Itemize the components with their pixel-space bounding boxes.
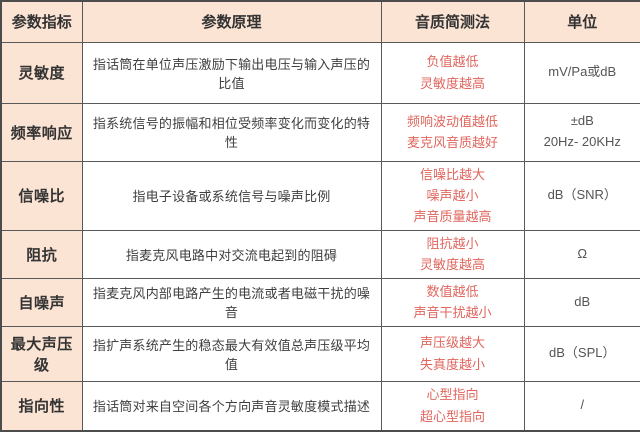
table-row: 自噪声 指麦克风内部电路产生的电流或者电磁干扰的噪音 数值越低 声音干扰越小 d…	[0, 277, 640, 327]
column-header-unit: 单位	[523, 0, 640, 43]
table-row: 信噪比 指电子设备或系统信号与噪声比例 信噪比越大 噪声越小 声音质量越高 dB…	[0, 160, 640, 231]
indicator-cell: 最大声压级	[0, 325, 83, 382]
test-method-cell: 心型指向 超心型指向	[380, 380, 525, 432]
test-method-cell: 阻抗越小 灵敏度越高	[380, 229, 525, 279]
table-row: 灵敏度 指话筒在单位声压激励下输出电压与输入声压的比值 负值越低 灵敏度越高 m…	[0, 41, 640, 104]
unit-cell: /	[523, 380, 640, 432]
principle-cell: 指话筒对来自空间各个方向声音灵敏度模式描述	[81, 380, 382, 432]
principle-cell: 指电子设备或系统信号与噪声比例	[81, 160, 382, 231]
indicator-cell: 指向性	[0, 380, 83, 432]
unit-cell: dB（SPL）	[523, 325, 640, 382]
table-row: 指向性 指话筒对来自空间各个方向声音灵敏度模式描述 心型指向 超心型指向 /	[0, 380, 640, 432]
indicator-cell: 阻抗	[0, 229, 83, 279]
unit-cell: mV/Pa或dB	[523, 41, 640, 104]
indicator-cell: 信噪比	[0, 160, 83, 231]
indicator-cell: 灵敏度	[0, 41, 83, 104]
principle-cell: 指话筒在单位声压激励下输出电压与输入声压的比值	[81, 41, 382, 104]
test-method-cell: 声压级越大 失真度越小	[380, 325, 525, 382]
unit-cell: dB（SNR）	[523, 160, 640, 231]
indicator-cell: 频率响应	[0, 102, 83, 162]
principle-cell: 指麦克风电路中对交流电起到的阻碍	[81, 229, 382, 279]
test-method-cell: 频响波动值越低 麦克风音质越好	[380, 102, 525, 162]
test-method-cell: 数值越低 声音干扰越小	[380, 277, 525, 327]
principle-cell: 指扩声系统产生的稳态最大有效值总声压级平均值	[81, 325, 382, 382]
table-row: 频率响应 指系统信号的振幅和相位受频率变化而变化的特性 频响波动值越低 麦克风音…	[0, 102, 640, 162]
unit-cell: ±dB 20Hz- 20KHz	[523, 102, 640, 162]
test-method-cell: 信噪比越大 噪声越小 声音质量越高	[380, 160, 525, 231]
table-row: 阻抗 指麦克风电路中对交流电起到的阻碍 阻抗越小 灵敏度越高 Ω	[0, 229, 640, 279]
column-header-indicator: 参数指标	[0, 0, 83, 43]
principle-cell: 指系统信号的振幅和相位受频率变化而变化的特性	[81, 102, 382, 162]
unit-cell: dB	[523, 277, 640, 327]
column-header-principle: 参数原理	[81, 0, 382, 43]
header-row: 参数指标 参数原理 音质简测法 单位	[0, 0, 640, 43]
test-method-cell: 负值越低 灵敏度越高	[380, 41, 525, 104]
column-header-test-method: 音质简测法	[380, 0, 525, 43]
principle-cell: 指麦克风内部电路产生的电流或者电磁干扰的噪音	[81, 277, 382, 327]
indicator-cell: 自噪声	[0, 277, 83, 327]
unit-cell: Ω	[523, 229, 640, 279]
table-row: 最大声压级 指扩声系统产生的稳态最大有效值总声压级平均值 声压级越大 失真度越小…	[0, 325, 640, 382]
